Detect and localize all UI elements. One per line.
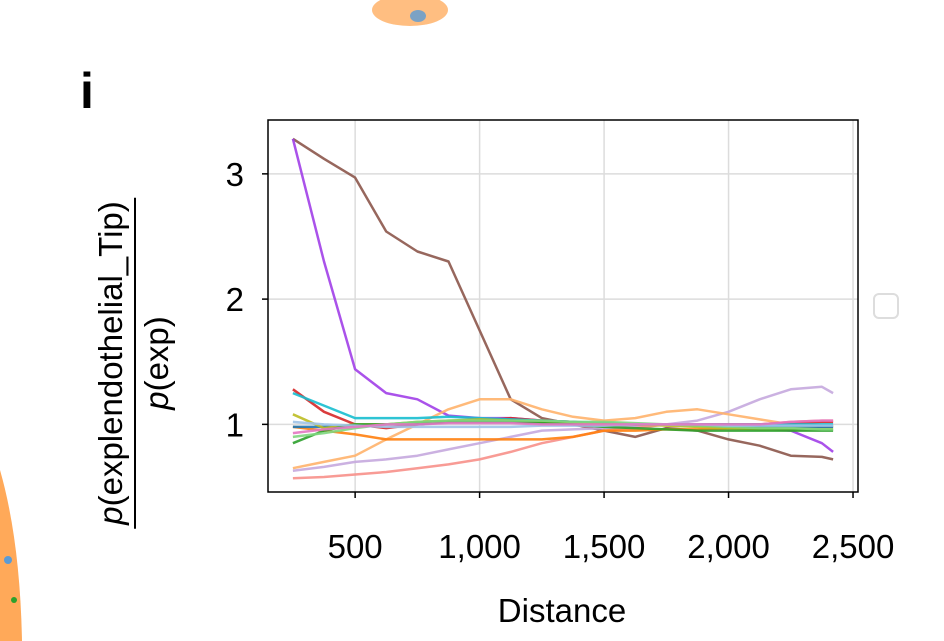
scatter-fragment-left: [0, 470, 22, 641]
panel-label: i: [80, 63, 94, 119]
x-tick-label: 2,500: [812, 528, 895, 565]
series-lines: [291, 137, 834, 480]
grid: [268, 120, 858, 492]
y-axis-label: p(explendothelial_Tip) p(exp): [92, 197, 176, 529]
series-line-5: [292, 398, 834, 470]
x-tick-label: 2,000: [687, 528, 770, 565]
x-tick-label: 500: [328, 528, 383, 565]
plot-frame: [267, 119, 859, 493]
series-line-2: [291, 138, 834, 453]
x-tick-label: 1,500: [563, 528, 646, 565]
scatter-fragment-top: [372, 0, 448, 26]
y-tick-label: 2: [226, 281, 244, 318]
x-tick-label: 1,000: [438, 528, 521, 565]
x-axis: 500 1,000 1,500 2,000 2,500: [328, 492, 895, 565]
series-line-14: [292, 419, 834, 435]
y-tick-label: 3: [226, 156, 244, 193]
x-axis-label: Distance: [497, 592, 627, 629]
series-line-8: [292, 391, 834, 426]
series-line-3: [292, 385, 834, 472]
y-axis: 1 2 3: [226, 156, 268, 443]
y-tick-label: 1: [226, 406, 244, 443]
y-axis-label-denominator: p(exp): [138, 316, 175, 410]
legend-box: [873, 293, 899, 319]
y-axis-label-numerator: p(explendothelial_Tip): [92, 197, 136, 529]
